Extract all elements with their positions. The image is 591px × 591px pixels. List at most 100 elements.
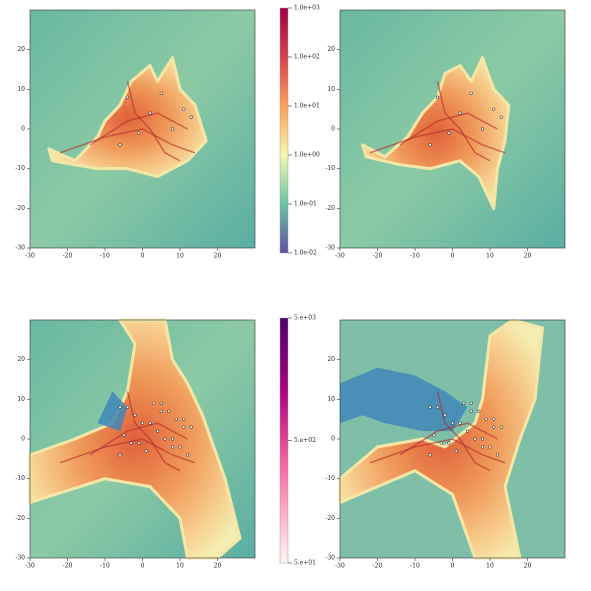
x-tick-label: 10 <box>176 563 184 570</box>
star-particle <box>137 131 141 135</box>
low-density-region <box>97 391 128 432</box>
y-tick-label: 10 <box>17 396 25 403</box>
star-particle <box>499 425 503 429</box>
x-tick-label: -30 <box>25 253 35 260</box>
y-tick-label: -20 <box>15 205 25 212</box>
star-particle <box>477 409 481 413</box>
y-tick-label: 20 <box>327 356 335 363</box>
star-particle <box>118 453 122 457</box>
colorbar-tick-label: 1.0e-02 <box>294 250 317 257</box>
star-particle <box>118 405 122 409</box>
star-particle <box>428 405 432 409</box>
y-tick-label: -30 <box>325 245 335 252</box>
star-particle <box>495 453 500 457</box>
x-tick-label: 10 <box>486 253 494 260</box>
gas-cloud <box>338 318 544 560</box>
filament <box>399 422 498 456</box>
y-tick-label: 0 <box>21 126 25 133</box>
y-tick-label: 0 <box>331 126 335 133</box>
colorbar <box>279 317 289 564</box>
star-particle <box>178 445 182 449</box>
star-particle <box>170 127 175 131</box>
y-tick-label: -20 <box>15 515 25 522</box>
star-particle <box>473 437 477 441</box>
star-particle <box>140 421 145 425</box>
star-particle <box>182 417 186 421</box>
x-tick-label: -30 <box>25 563 35 570</box>
y-tick-label: -30 <box>325 555 335 562</box>
star-particle <box>129 441 133 445</box>
star-particle <box>428 453 432 457</box>
star-particle <box>435 405 440 409</box>
colorbar-tick-label: 1.0e+02 <box>294 54 320 61</box>
star-particle <box>159 409 163 413</box>
y-tick-label: 20 <box>327 46 335 53</box>
map-panel: -30 -20 -10 0 10 20 -30 -20 -10 0 10 20 <box>15 318 256 570</box>
star-particle <box>469 401 473 405</box>
colorbar-tick-label: 1.0e+00 <box>294 152 320 159</box>
star-particle <box>122 433 126 437</box>
y-tick-label: 0 <box>21 436 25 443</box>
star-particle <box>458 421 462 425</box>
star-particle <box>492 425 496 429</box>
star-particle <box>465 429 470 433</box>
map-panel: -30 -20 -10 0 10 20 -30 -20 -10 0 10 20 <box>325 318 566 570</box>
star-particle <box>492 417 496 421</box>
filament <box>369 438 506 464</box>
y-tick-label: -10 <box>325 165 335 172</box>
star-particle <box>159 91 163 95</box>
y-tick-label: -10 <box>15 165 25 172</box>
star-particle <box>469 91 473 95</box>
star-particle <box>443 413 447 417</box>
y-tick-label: -20 <box>325 205 335 212</box>
star-particle <box>439 441 443 445</box>
x-tick-label: 10 <box>486 563 494 570</box>
x-tick-label: 20 <box>214 253 222 260</box>
y-tick-label: -10 <box>15 475 25 482</box>
colorbar-tick-label: 5.e+02 <box>294 437 316 444</box>
star-particle <box>148 421 152 425</box>
colorbar-tick-label: 5.e+01 <box>294 560 316 567</box>
y-tick-label: 10 <box>17 86 25 93</box>
star-particle <box>170 437 175 441</box>
x-tick-label: 20 <box>524 253 532 260</box>
colorbar-tick-label: 1.0e+01 <box>294 103 320 110</box>
colorbar-tick-label: 1.0e+03 <box>294 5 320 12</box>
x-tick-label: 20 <box>524 563 532 570</box>
star-particle <box>480 437 485 441</box>
x-tick-label: 0 <box>141 253 145 260</box>
x-tick-label: 0 <box>141 563 145 570</box>
star-particle <box>480 127 485 131</box>
star-particle <box>118 143 122 147</box>
x-tick-label: -10 <box>100 563 110 570</box>
filament <box>89 422 188 456</box>
star-particle <box>144 449 148 453</box>
y-tick-label: 10 <box>327 396 335 403</box>
y-tick-label: -10 <box>325 475 335 482</box>
star-particle <box>462 401 466 405</box>
star-particle <box>488 445 492 449</box>
star-particle <box>450 421 455 425</box>
low-density-region <box>340 367 468 432</box>
star-particle <box>458 111 462 115</box>
star-particle <box>447 441 451 445</box>
filament <box>436 391 491 472</box>
star-particle <box>159 401 163 405</box>
star-particle <box>480 445 485 449</box>
star-particle <box>484 417 488 421</box>
x-tick-label: 0 <box>451 563 455 570</box>
star-particle <box>155 429 160 433</box>
y-tick-label: 20 <box>17 46 25 53</box>
filament <box>369 128 506 154</box>
x-tick-label: -20 <box>63 563 73 570</box>
star-particle <box>125 405 130 409</box>
y-tick-label: 0 <box>331 436 335 443</box>
colorbar-tick-label: 5.e+03 <box>294 315 316 322</box>
colorbar <box>279 7 289 254</box>
filament <box>126 81 181 162</box>
filament <box>59 128 196 154</box>
map-panel: -30 -20 -10 0 10 20 -30 -20 -10 0 10 20 <box>325 9 566 260</box>
star-particle <box>125 95 130 99</box>
star-particle <box>428 143 432 147</box>
